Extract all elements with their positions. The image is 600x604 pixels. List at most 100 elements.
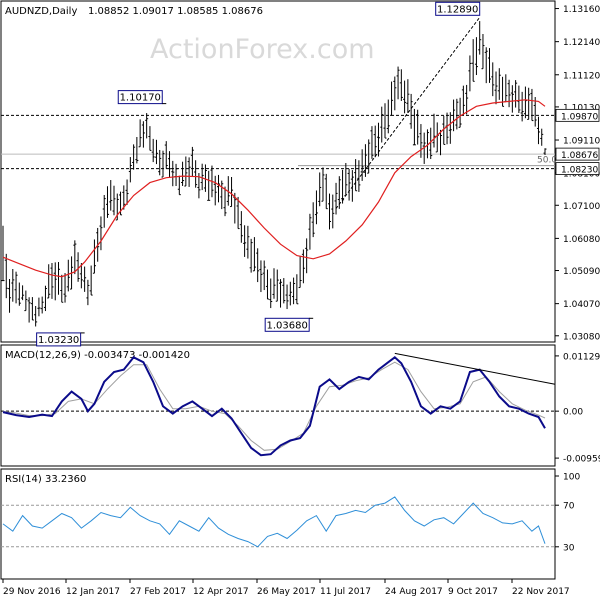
callout-swing-low-text: 1.03680 [267, 320, 308, 331]
price-bar [468, 55, 472, 92]
price-bar [4, 253, 8, 299]
price-tick-label: 1.13160 [563, 5, 600, 15]
symbol-label: AUDNZD,Daily [5, 6, 77, 17]
price-bar [60, 274, 64, 303]
callout-low-text: 1.03230 [38, 335, 79, 346]
price-bar [321, 167, 325, 202]
price-bar [354, 159, 358, 192]
price-bar [226, 176, 230, 206]
price-bar [109, 180, 113, 211]
price-bar [416, 109, 420, 145]
price-bar [308, 213, 312, 250]
price-bar [497, 68, 501, 100]
price-bar [373, 125, 377, 158]
price-bar [403, 80, 407, 114]
price-bar [380, 106, 384, 143]
price-bar [514, 80, 518, 108]
price-bar [34, 306, 38, 327]
x-tick-label: 27 Feb 2017 [130, 587, 186, 597]
price-bar [246, 225, 250, 259]
price-bar [76, 252, 80, 282]
price-label-last: 1.08676 [561, 151, 598, 161]
callout-swing-high-box [117, 90, 163, 105]
price-bar [83, 266, 87, 292]
price-bar [301, 249, 305, 284]
price-label-box-resistance [555, 108, 600, 122]
price-bar [507, 79, 511, 108]
price-bar [455, 98, 459, 130]
price-bar [161, 150, 165, 178]
price-layer: 1.12890 1.10170 1.03680 1.03230 50.0 [1, 1, 557, 347]
price-bar [102, 194, 106, 228]
price-bar [406, 79, 410, 113]
price-bar [43, 285, 47, 312]
price-bar [350, 170, 354, 202]
price-bar [141, 121, 145, 148]
price-bar [292, 277, 296, 305]
price-bar [383, 103, 387, 139]
x-tick-label: 29 Nov 2016 [3, 587, 61, 597]
macd-layer [1, 352, 556, 457]
price-bar [412, 108, 416, 146]
macd-tick-label: -0.009594 [563, 455, 600, 465]
price-bar [474, 37, 478, 76]
price-bar [194, 160, 198, 188]
price-bar [14, 271, 18, 304]
price-bar [523, 86, 527, 119]
price-bar [363, 144, 367, 177]
price-bar [295, 274, 299, 305]
price-bar [223, 186, 227, 217]
price-bar [540, 128, 544, 146]
price-bar [259, 260, 263, 293]
price-bar [494, 71, 498, 105]
price-bar [376, 122, 380, 157]
price-bar [305, 238, 309, 274]
price-label-box-support [555, 162, 600, 175]
rsi-line [2, 496, 546, 548]
rsi-tick-label: 100 [563, 473, 580, 483]
macd-tick-label: 0.00 [563, 408, 583, 418]
price-bar [285, 284, 289, 310]
price-bar [151, 138, 155, 163]
price-bar [419, 124, 423, 158]
price-bar [487, 48, 491, 83]
price-bar [8, 278, 12, 313]
price-bar [422, 132, 426, 164]
price-tick-label: 1.05090 [563, 267, 600, 277]
price-bar [154, 139, 158, 165]
price-bar [370, 126, 374, 159]
price-bar [471, 39, 475, 82]
fib-label: 50.0 [537, 156, 557, 166]
price-bar [53, 262, 57, 301]
price-tick-label: 1.10130 [563, 103, 600, 113]
price-tick-label: 1.07100 [563, 202, 600, 212]
x-tick-label: 11 Jul 2017 [320, 587, 371, 597]
price-bar [527, 87, 531, 120]
price-bar [543, 148, 547, 156]
price-bar [132, 144, 136, 170]
price-bar [138, 119, 142, 148]
price-bar [360, 149, 364, 181]
price-bar [40, 296, 44, 314]
price-tick-label: 1.12140 [563, 38, 600, 48]
price-bar [484, 47, 488, 84]
x-tick-label: 24 Aug 2017 [385, 587, 443, 597]
price-bar [125, 179, 129, 205]
price-bar [17, 282, 21, 306]
x-tick-label: 22 Nov 2017 [512, 587, 570, 597]
price-label-resistance: 1.09870 [561, 112, 598, 122]
price-bar [145, 113, 149, 139]
price-bar [220, 180, 224, 210]
x-tick-label: 12 Jan 2017 [66, 587, 120, 597]
price-bar [458, 97, 462, 128]
price-tick-label: 1.09110 [563, 137, 600, 147]
price-tick-label: 1.06080 [563, 235, 600, 245]
price-bar [89, 265, 93, 296]
price-bar [262, 260, 266, 291]
price-bar [249, 238, 253, 273]
price-bar [66, 259, 70, 292]
price-bar [112, 185, 116, 216]
price-bar [396, 66, 400, 100]
price-bar [491, 62, 495, 97]
price-label-box-last [555, 147, 600, 161]
